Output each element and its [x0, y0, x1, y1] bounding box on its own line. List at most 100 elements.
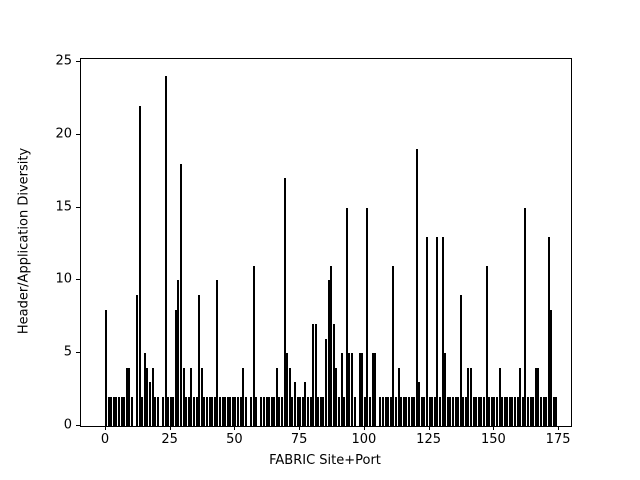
- bar: [488, 396, 491, 426]
- x-axis-label: FABRIC Site+Port: [269, 453, 381, 468]
- bar: [260, 396, 263, 426]
- y-tick: [76, 206, 80, 208]
- bar: [545, 396, 548, 426]
- bar: [400, 396, 403, 426]
- x-tick: [234, 426, 236, 430]
- bar: [516, 396, 519, 426]
- y-tick: [76, 352, 80, 354]
- bar: [426, 236, 429, 426]
- bar: [239, 396, 242, 426]
- bar: [138, 105, 141, 426]
- bar: [154, 396, 157, 426]
- bar: [506, 396, 509, 426]
- bar: [340, 353, 343, 426]
- bar: [255, 396, 258, 426]
- bar: [420, 396, 423, 426]
- bar: [314, 324, 317, 426]
- bar: [136, 294, 139, 426]
- bar: [350, 353, 353, 426]
- bar: [213, 396, 216, 426]
- bar: [115, 396, 118, 426]
- bar: [149, 382, 151, 426]
- bar: [283, 178, 286, 426]
- bar: [211, 396, 214, 426]
- bar: [167, 396, 170, 426]
- bar: [224, 396, 227, 426]
- bar: [394, 396, 397, 426]
- bar: [397, 367, 400, 426]
- bar: [105, 309, 107, 426]
- bar: [384, 396, 387, 426]
- bar: [382, 396, 385, 426]
- bar: [278, 396, 281, 426]
- bar: [405, 396, 408, 426]
- bar: [309, 396, 312, 426]
- bar: [151, 367, 154, 426]
- bar: [161, 396, 164, 426]
- bar: [262, 396, 265, 426]
- bar: [527, 396, 529, 426]
- bar: [555, 396, 558, 426]
- bar: [156, 396, 159, 426]
- bar: [464, 396, 467, 426]
- bar: [237, 396, 240, 426]
- y-tick-label: 10: [55, 271, 72, 287]
- x-tick: [363, 426, 365, 430]
- x-tick-label: 0: [100, 432, 110, 447]
- bar: [146, 367, 149, 426]
- bar: [229, 396, 232, 426]
- bar: [182, 367, 185, 426]
- bar: [508, 396, 511, 426]
- x-tick: [558, 426, 560, 430]
- x-tick: [299, 426, 301, 430]
- bar: [288, 367, 291, 426]
- bar: [423, 396, 426, 426]
- bar: [454, 396, 457, 426]
- bar: [436, 236, 439, 426]
- bar: [374, 353, 377, 426]
- bar: [415, 149, 418, 426]
- bar: [392, 265, 395, 426]
- bar: [120, 396, 123, 426]
- bar: [141, 396, 144, 426]
- bar: [180, 163, 183, 426]
- bar: [550, 309, 553, 426]
- bar: [345, 207, 348, 426]
- bar: [208, 396, 211, 426]
- bar: [470, 367, 473, 426]
- bar: [301, 396, 304, 426]
- bar: [221, 396, 224, 426]
- bar: [441, 236, 444, 426]
- bar: [410, 396, 413, 426]
- bar: [322, 396, 325, 426]
- y-tick: [76, 279, 80, 281]
- bar: [537, 367, 540, 426]
- bar: [431, 396, 434, 426]
- bar: [281, 396, 284, 426]
- bar: [291, 396, 294, 426]
- x-tick-label: 75: [290, 432, 308, 447]
- bar: [164, 76, 167, 426]
- bar: [216, 280, 219, 426]
- bar: [482, 396, 485, 426]
- bar: [268, 396, 271, 426]
- bar: [169, 396, 172, 426]
- bar: [195, 396, 198, 426]
- bar: [490, 396, 493, 426]
- bar: [467, 367, 470, 426]
- bar: [231, 396, 234, 426]
- bar: [304, 382, 307, 426]
- bar: [128, 367, 131, 426]
- bar: [330, 265, 333, 426]
- y-tick: [76, 425, 80, 426]
- bar: [485, 265, 488, 426]
- x-tick: [493, 426, 495, 430]
- bar: [477, 396, 480, 426]
- bar: [459, 294, 462, 426]
- bar: [110, 396, 113, 426]
- bar: [174, 309, 177, 426]
- bar: [190, 367, 193, 426]
- bar: [438, 396, 441, 426]
- bar: [312, 324, 315, 426]
- y-axis-label: Header/Application Diversity: [16, 147, 32, 335]
